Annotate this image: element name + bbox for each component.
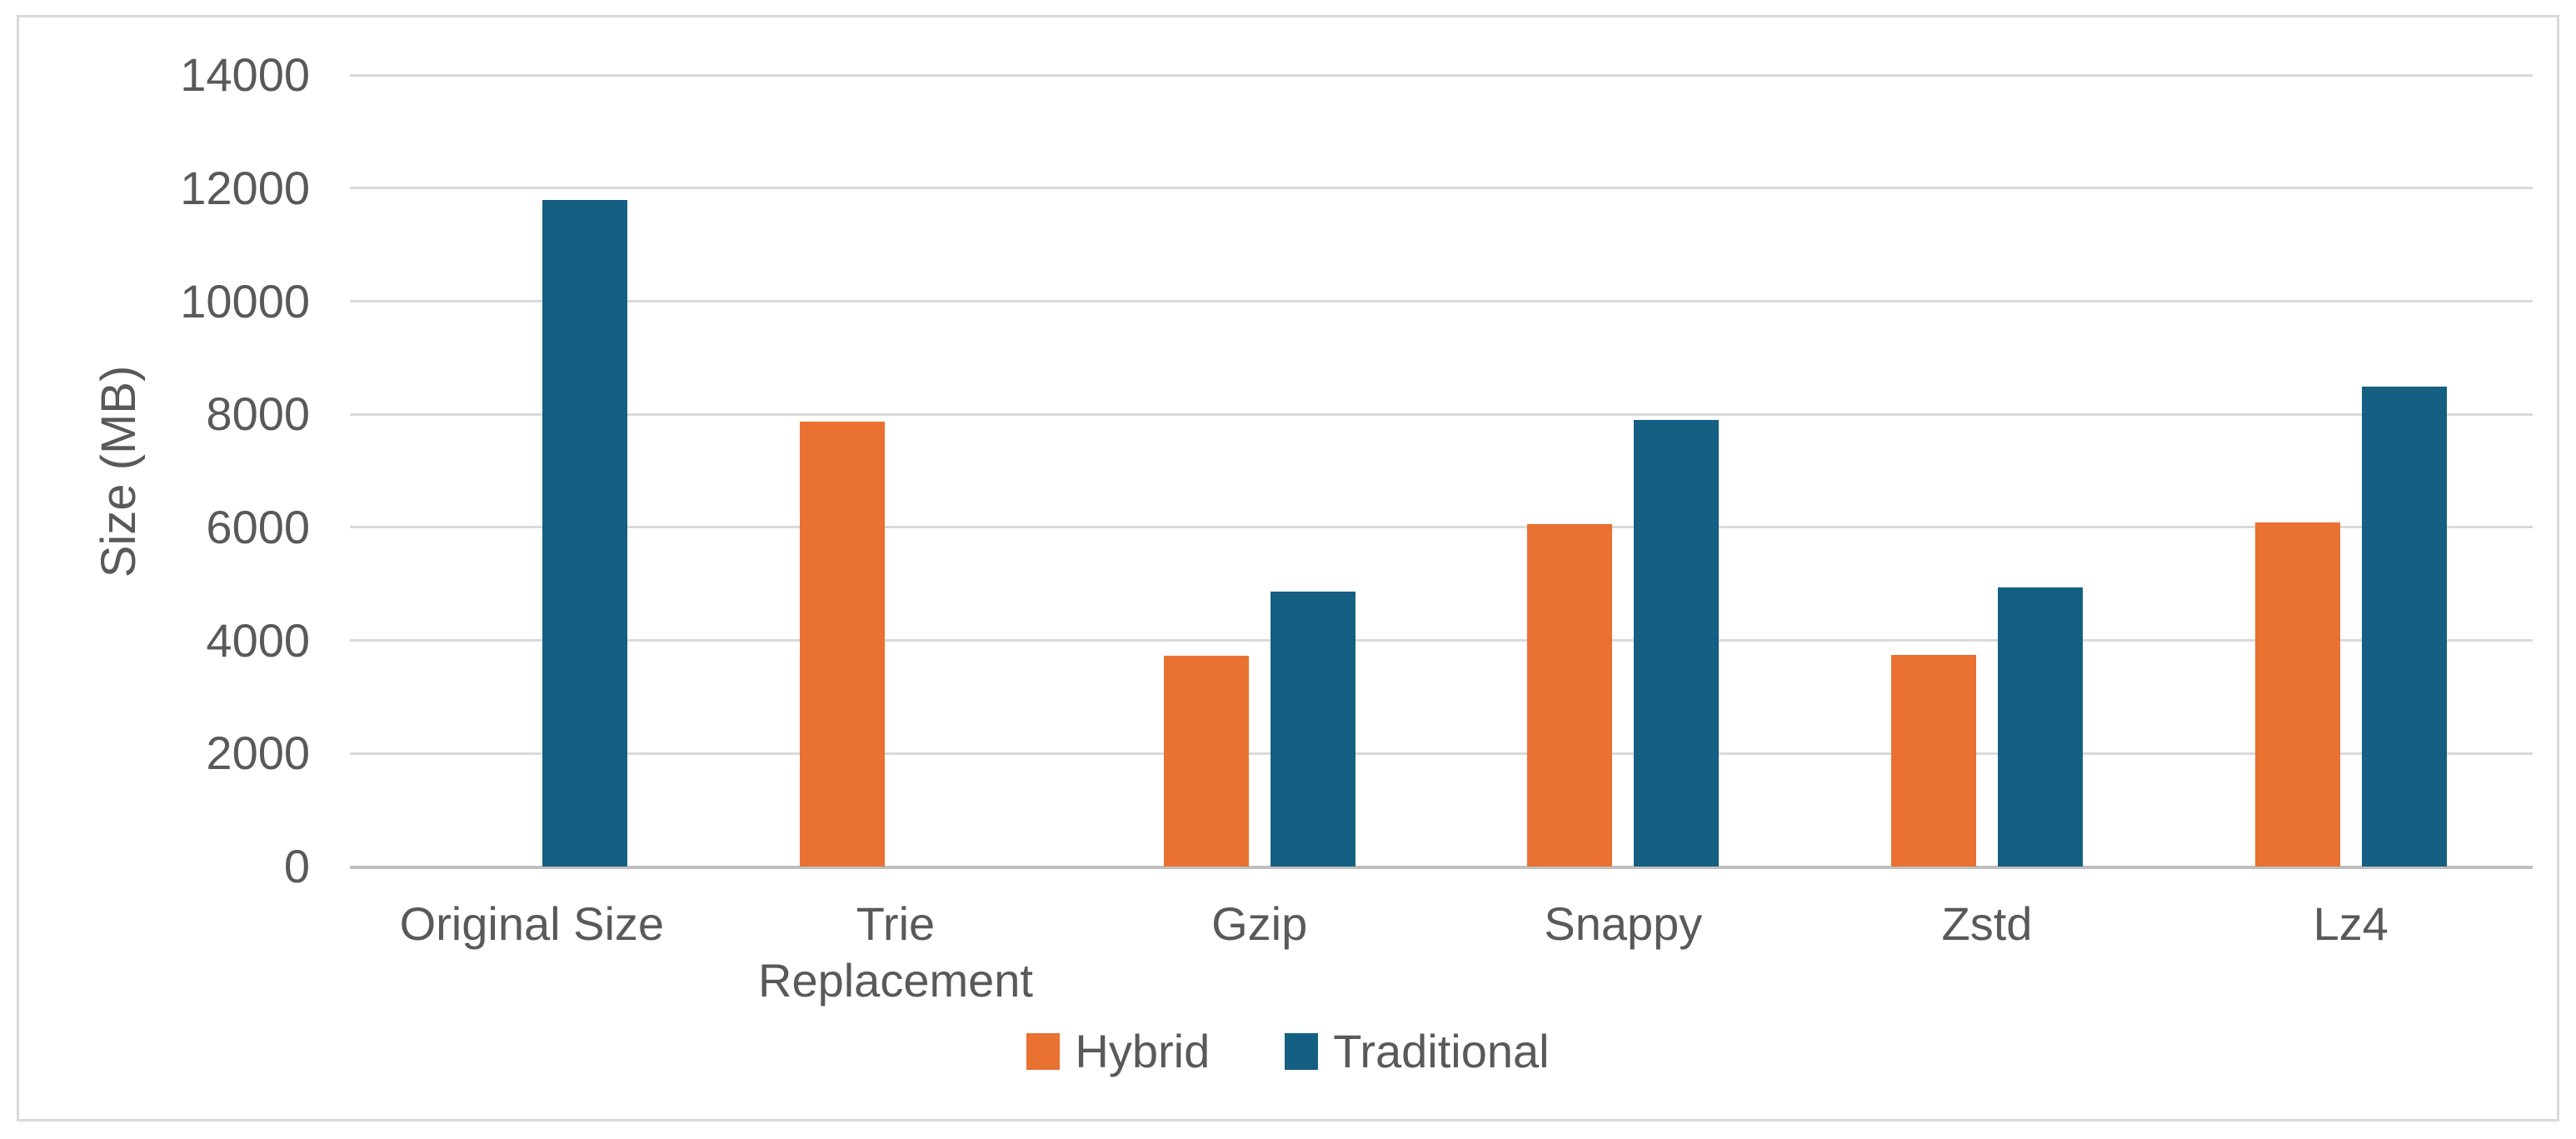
bar-traditional (1270, 591, 1355, 867)
bar-traditional (2361, 386, 2447, 867)
bar-hybrid (1527, 523, 1613, 867)
bar-hybrid (1163, 655, 1249, 867)
gridline (350, 187, 2533, 190)
legend-label: Traditional (1333, 1025, 1550, 1077)
y-tick-label: 6000 (206, 500, 310, 553)
gridline (350, 73, 2533, 77)
category-label: Zstd (1941, 897, 2033, 950)
gridline (350, 526, 2533, 529)
bar-traditional (1998, 587, 2083, 867)
gridline (350, 752, 2533, 755)
legend-swatch-hybrid (1026, 1033, 1061, 1070)
legend-item-traditional: Traditional (1285, 1023, 1550, 1080)
gridline (350, 412, 2533, 416)
x-axis-line (350, 865, 2533, 869)
bar-traditional (1634, 419, 1720, 867)
chart-border (17, 15, 2559, 1122)
y-tick-label: 4000 (206, 613, 310, 667)
legend: Hybrid Traditional (0, 1023, 2576, 1080)
y-tick-label: 14000 (180, 48, 310, 102)
legend-label: Hybrid (1075, 1025, 1211, 1077)
category-label: Snappy (1544, 897, 1703, 950)
category-label: Gzip (1211, 897, 1308, 950)
bar-hybrid (800, 422, 885, 867)
legend-item-hybrid: Hybrid (1026, 1023, 1210, 1080)
y-tick-label: 0 (283, 840, 310, 892)
bar-traditional (542, 200, 628, 867)
y-axis-title: Size (MB) (92, 365, 146, 578)
legend-swatch-traditional (1285, 1033, 1319, 1070)
category-label: Original Size (399, 897, 665, 950)
y-tick-label: 12000 (180, 161, 310, 214)
category-label: Lz4 (2313, 897, 2389, 950)
y-tick-label: 2000 (206, 727, 310, 780)
gridline (350, 639, 2533, 642)
gridline (350, 300, 2533, 302)
category-label: Trie Replacement (758, 897, 1033, 1007)
y-tick-label: 8000 (206, 387, 310, 441)
y-tick-label: 10000 (180, 274, 310, 327)
bar-hybrid (1891, 654, 1976, 867)
bar-hybrid (2254, 522, 2340, 867)
